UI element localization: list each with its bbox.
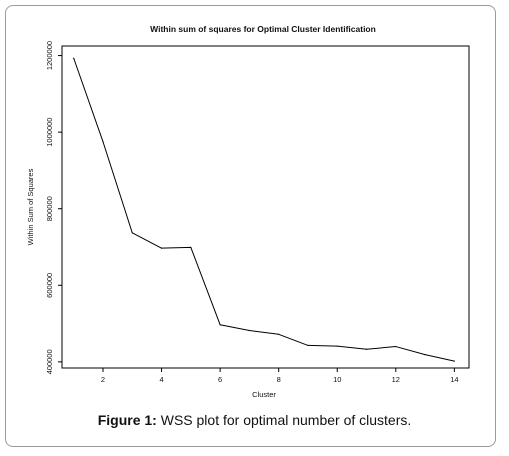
y-tick-label-800000: 800000: [45, 196, 54, 221]
y-axis: 400000 600000 800000 1000000 1200000: [45, 41, 62, 374]
x-tick-label-12: 12: [392, 375, 400, 384]
data-point-2: [102, 141, 104, 143]
data-point-13: [424, 353, 426, 356]
data-point-6: [219, 324, 221, 326]
series-layer: [73, 57, 455, 362]
figure-caption: Figure 1: WSS plot for optimal number of…: [0, 412, 509, 428]
x-tick-label-10: 10: [333, 375, 341, 384]
data-point-7: [248, 329, 250, 332]
data-point-5: [190, 246, 192, 248]
data-point-3: [131, 232, 133, 234]
x-tick-label-6: 6: [218, 375, 222, 384]
y-axis-label: Within Sum of Squares: [26, 168, 35, 245]
data-point-12: [395, 345, 397, 348]
series-line-0: [73, 58, 455, 362]
y-tick-label-400000: 400000: [45, 349, 54, 374]
wss-line-chart: Within sum of squares for Optimal Cluste…: [26, 24, 470, 399]
x-axis-label: Cluster: [252, 390, 276, 399]
data-point-10: [336, 345, 338, 347]
data-point-4: [160, 247, 163, 249]
y-tick-label-600000: 600000: [45, 273, 54, 298]
data-point-9: [307, 344, 309, 347]
plot-box: [61, 45, 470, 369]
caption-text: WSS plot for optimal number of clusters.: [160, 412, 412, 428]
data-point-11: [365, 348, 368, 350]
caption-label: Figure 1:: [97, 412, 157, 428]
figure-frame: [5, 5, 496, 447]
x-tick-label-4: 4: [159, 375, 163, 384]
y-tick-label-1000000: 1000000: [45, 118, 54, 147]
x-axis: 2 4 6 8 10 12 14: [101, 368, 459, 384]
x-tick-label-8: 8: [277, 375, 281, 384]
x-tick-label-14: 14: [450, 375, 458, 384]
chart-title: Within sum of squares for Optimal Cluste…: [150, 24, 376, 34]
data-point-8: [278, 333, 280, 335]
y-tick-label-1200000: 1200000: [45, 41, 54, 70]
data-point-1: [73, 57, 75, 59]
x-tick-label-2: 2: [101, 375, 105, 384]
data-point-14: [453, 360, 455, 362]
